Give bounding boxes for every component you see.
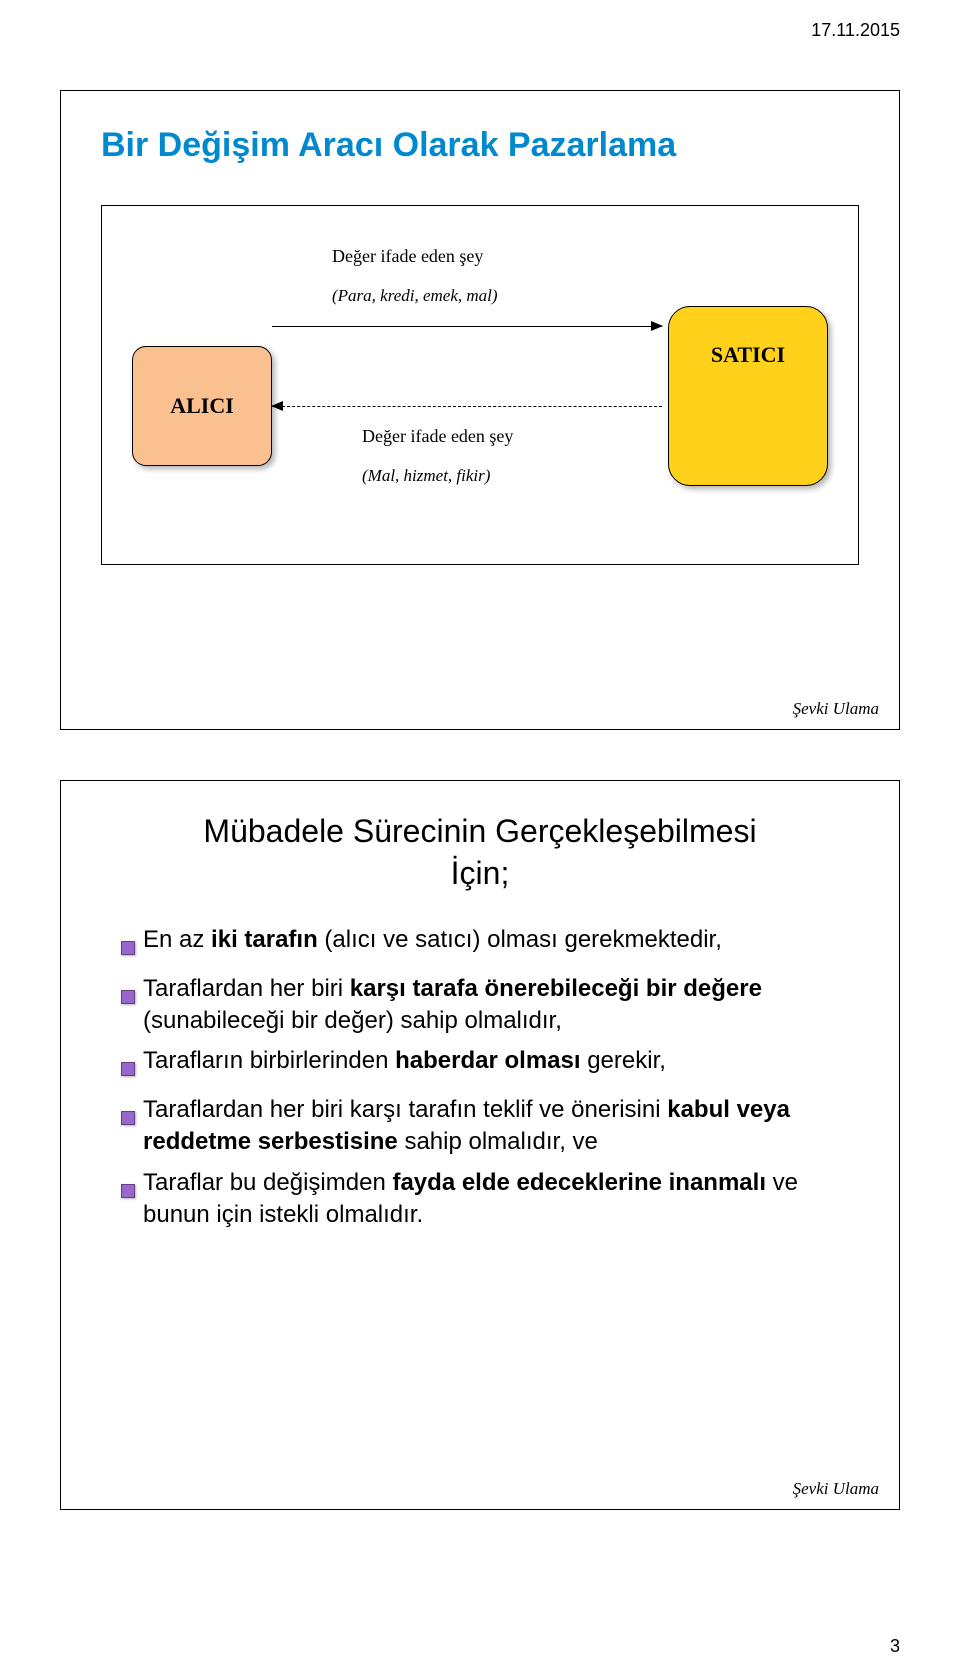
bullet-icon: [121, 932, 143, 964]
arrow-to-buyer: [272, 406, 662, 407]
bullet-icon: [121, 981, 143, 1013]
slide1-title: Bir Değişim Aracı Olarak Pazarlama: [61, 91, 899, 185]
list-item: Taraflar bu değişimden fayda elde edecek…: [121, 1167, 839, 1232]
list-item: En az iki tarafın (alıcı ve satıcı) olma…: [121, 924, 839, 964]
slide2-title: Mübadele Sürecinin Gerçekleşebilmesi İçi…: [61, 781, 899, 924]
page-number: 3: [890, 1636, 900, 1657]
bottom-value-label: Değer ifade eden şey: [362, 426, 513, 447]
slide-credit: Şevki Ulama: [793, 1479, 879, 1499]
slide-credit: Şevki Ulama: [793, 699, 879, 719]
list-item: Taraflardan her biri karşı tarafa önereb…: [121, 973, 839, 1038]
bullet-text: Taraflardan her biri karşı tarafa önereb…: [143, 973, 839, 1038]
slide-exchange-conditions: Mübadele Sürecinin Gerçekleşebilmesi İçi…: [60, 780, 900, 1510]
bullet-icon: [121, 1102, 143, 1134]
bullet-text: Tarafların birbirlerinden haberdar olmas…: [143, 1045, 666, 1077]
list-item: Tarafların birbirlerinden haberdar olmas…: [121, 1045, 839, 1085]
bottom-value-sub: (Mal, hizmet, fikir): [362, 466, 490, 486]
diagram-frame: ALICI SATICI Değer ifade eden şey (Para,…: [101, 205, 859, 565]
header-date: 17.11.2015: [811, 20, 900, 41]
list-item: Taraflardan her biri karşı tarafın tekli…: [121, 1094, 839, 1159]
buyer-box: ALICI: [132, 346, 272, 466]
slide-exchange-diagram: Bir Değişim Aracı Olarak Pazarlama ALICI…: [60, 90, 900, 730]
bullet-icon: [121, 1175, 143, 1207]
slide2-title-line1: Mübadele Sürecinin Gerçekleşebilmesi: [203, 813, 756, 849]
bullet-text: Taraflardan her biri karşı tarafın tekli…: [143, 1094, 839, 1159]
bullet-icon: [121, 1053, 143, 1085]
bullet-list: En az iki tarafın (alıcı ve satıcı) olma…: [61, 924, 899, 1231]
arrow-to-seller: [272, 326, 662, 327]
bullet-text: Taraflar bu değişimden fayda elde edecek…: [143, 1167, 839, 1232]
seller-box: SATICI: [668, 306, 828, 486]
top-value-sub: (Para, kredi, emek, mal): [332, 286, 498, 306]
top-value-label: Değer ifade eden şey: [332, 246, 483, 267]
bullet-text: En az iki tarafın (alıcı ve satıcı) olma…: [143, 924, 722, 956]
slide2-title-line2: İçin;: [451, 855, 510, 891]
